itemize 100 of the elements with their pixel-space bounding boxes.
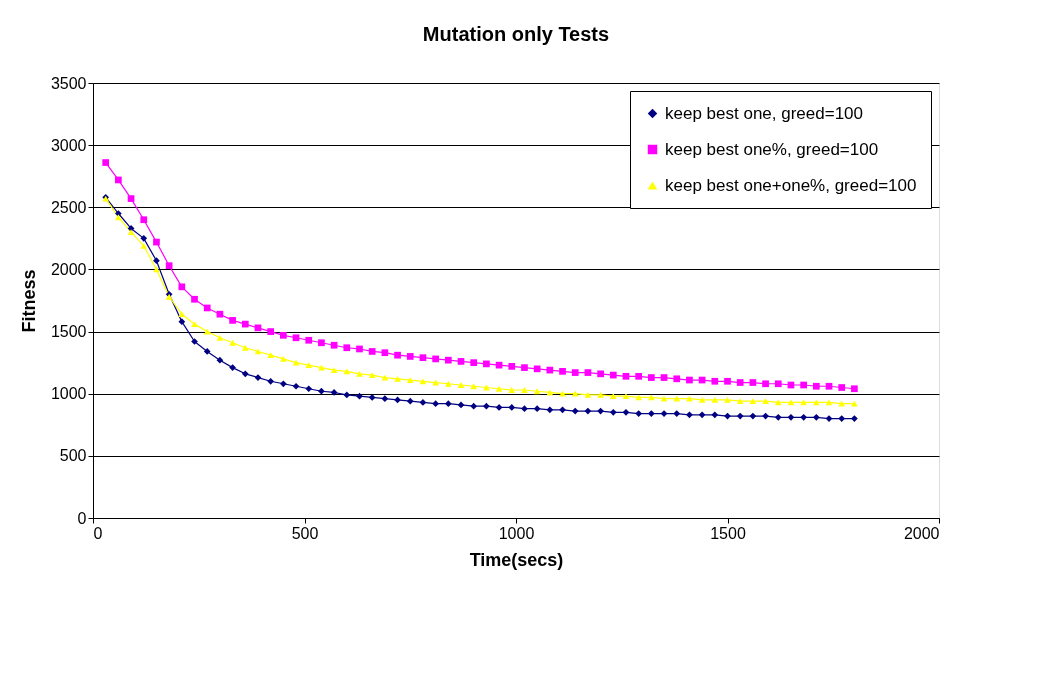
point: [140, 216, 148, 224]
point: [267, 377, 275, 385]
y-tick-label: 3500: [50, 74, 87, 92]
point: [191, 338, 198, 345]
point: [622, 393, 630, 400]
point: [559, 390, 566, 397]
point: [736, 398, 744, 405]
point: [838, 400, 846, 407]
point: [736, 379, 744, 386]
point: [597, 407, 604, 415]
point: [571, 369, 579, 376]
point: [774, 380, 782, 388]
point: [305, 362, 313, 369]
legend-label: keep best one+one%, greed=100: [665, 175, 917, 195]
point: [153, 238, 160, 246]
point: [749, 379, 757, 386]
point: [115, 210, 122, 217]
point: [686, 395, 693, 402]
point: [686, 376, 693, 384]
point: [660, 374, 668, 381]
point: [609, 393, 617, 400]
point: [622, 372, 630, 380]
point: [673, 395, 681, 402]
point: [749, 398, 757, 405]
point: [711, 377, 719, 385]
point: [419, 354, 427, 362]
point: [495, 385, 503, 392]
point: [368, 348, 376, 355]
point: [406, 377, 414, 383]
point: [267, 352, 275, 359]
point: [673, 410, 681, 417]
point: [508, 404, 516, 411]
point: [178, 311, 186, 318]
point: [762, 398, 769, 405]
point: [838, 384, 846, 391]
point: [368, 394, 376, 401]
point: [609, 409, 617, 416]
point: [267, 328, 275, 335]
point: [470, 359, 478, 366]
point: [318, 387, 325, 395]
point: [825, 382, 833, 390]
point: [648, 374, 655, 381]
point: [711, 411, 719, 419]
point: [280, 356, 287, 362]
point: [153, 257, 160, 265]
point: [381, 395, 389, 403]
point: [749, 412, 757, 420]
point: [115, 176, 122, 184]
point: [229, 339, 236, 346]
y-tick-label: 1500: [50, 323, 87, 341]
x-tick-label: 1500: [710, 524, 746, 542]
point: [444, 400, 452, 408]
point: [318, 339, 325, 347]
point: [368, 372, 376, 378]
point: [711, 397, 719, 403]
point: [483, 402, 490, 410]
y-tick-label: 500: [59, 447, 87, 465]
point: [330, 367, 338, 374]
y-tick-label: 3000: [50, 136, 87, 154]
point: [825, 399, 833, 406]
point: [444, 356, 452, 364]
point: [584, 369, 592, 376]
point: [241, 370, 249, 378]
point: [115, 214, 122, 221]
point: [356, 370, 363, 377]
point: [521, 387, 528, 393]
point: [280, 380, 287, 388]
point: [305, 336, 313, 344]
legend-label: keep best one, greed=100: [665, 103, 864, 123]
point: [406, 353, 414, 360]
point: [140, 235, 148, 242]
point: [318, 364, 325, 371]
point: [406, 397, 414, 405]
point: [508, 387, 516, 393]
point: [508, 363, 516, 370]
point: [178, 283, 186, 291]
point: [648, 410, 655, 417]
point: [851, 385, 858, 393]
point: [559, 406, 566, 414]
point: [444, 380, 452, 387]
point: [597, 370, 604, 378]
point: [356, 345, 363, 353]
point: [762, 380, 769, 388]
point: [635, 410, 643, 417]
point: [229, 317, 236, 324]
point: [419, 399, 427, 406]
point: [457, 358, 465, 365]
point: [609, 371, 617, 379]
chart-title: Mutation only Tests: [422, 23, 610, 45]
point: [292, 359, 300, 366]
point: [686, 411, 693, 419]
point: [241, 320, 249, 328]
point: [584, 392, 592, 398]
point: [724, 397, 731, 403]
point: [305, 385, 313, 393]
point: [533, 388, 541, 395]
point: [762, 412, 769, 420]
point: [457, 382, 465, 388]
point: [521, 405, 528, 412]
point: [330, 341, 338, 349]
